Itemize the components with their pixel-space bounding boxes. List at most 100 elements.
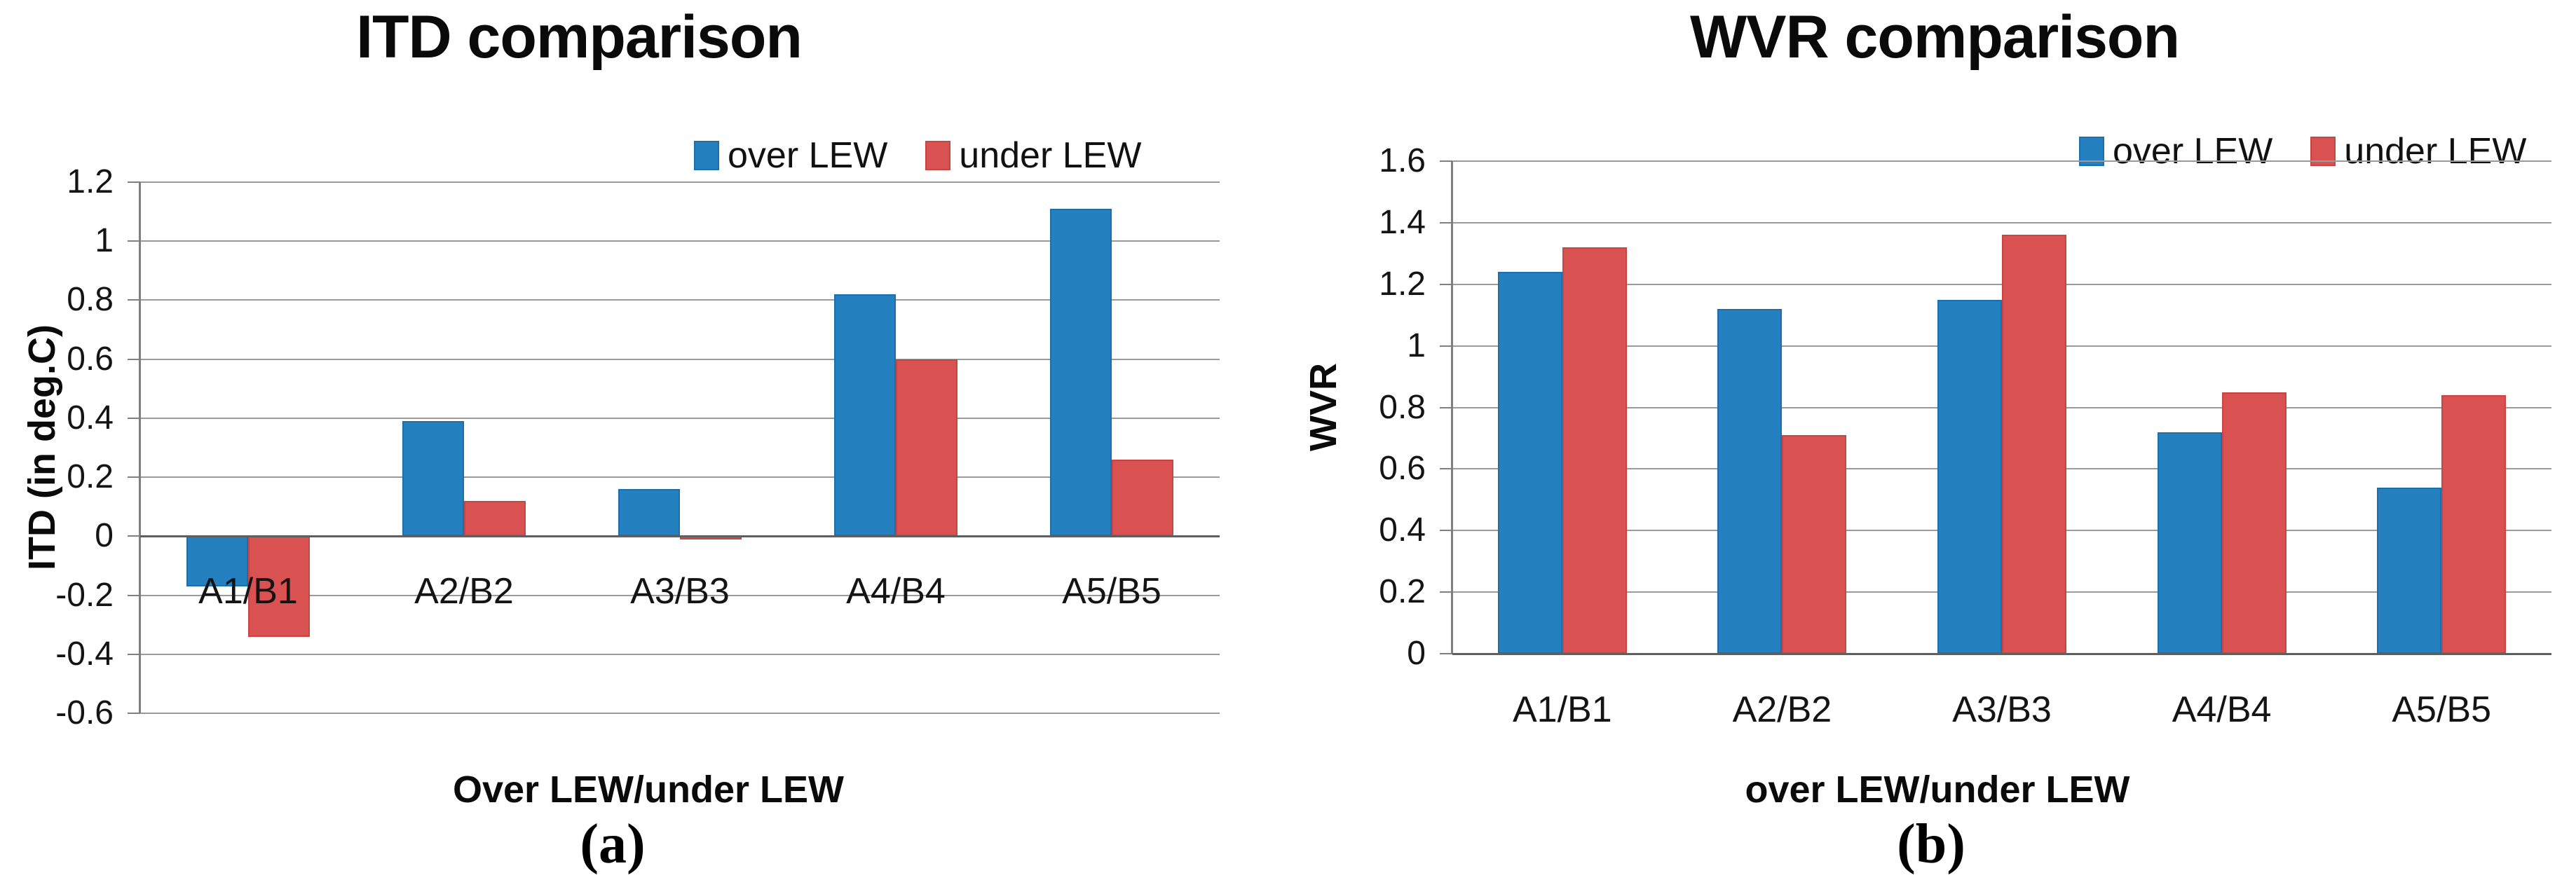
bar-under-lew-a5-b5 [2441, 394, 2507, 654]
chart-panel-a: ITD comparison over LEW under LEW ITD (i… [21, 4, 1220, 875]
tick-label: -0.6 [55, 694, 114, 731]
category-label-a5-b5: A5/B5 [2392, 689, 2492, 730]
bar-over-lew-a4-b4 [834, 294, 896, 537]
x-axis-title-b: over LEW/under LEW [1745, 769, 2130, 811]
bar-under-lew-a1-b1 [248, 536, 310, 637]
tick-label: 0.8 [67, 281, 114, 319]
legend-item-under-lew: under LEW [925, 135, 1141, 177]
category-axis-line [1452, 652, 2551, 655]
tick-mark [128, 594, 140, 596]
gridline [1452, 160, 2551, 162]
tick-label: 0 [95, 517, 114, 555]
legend-label-over-lew: over LEW [2113, 131, 2273, 172]
tick-label: 1 [1407, 326, 1426, 364]
tick-mark [128, 535, 140, 537]
gridline [140, 417, 1220, 419]
tick-mark [128, 181, 140, 183]
bar-under-lew-a2-b2 [1782, 435, 1847, 654]
gridline [140, 299, 1220, 301]
bar-under-lew-a1-b1 [1562, 247, 1627, 654]
tick-label: 0.2 [67, 458, 114, 496]
legend-item-under-lew: under LEW [2310, 130, 2526, 172]
tick-mark [1440, 283, 1452, 285]
tick-mark [128, 299, 140, 301]
bar-over-lew-a2-b2 [402, 421, 464, 537]
tick-mark [1440, 160, 1452, 162]
tick-label: -0.4 [55, 635, 114, 673]
bar-under-lew-a2-b2 [464, 500, 526, 537]
legend-label-under-lew: under LEW [959, 135, 1142, 176]
tick-label: 0.8 [1379, 388, 1426, 426]
bar-over-lew-a1-b1 [1497, 272, 1562, 654]
tick-mark [1440, 221, 1452, 224]
legend-item-over-lew: over LEW [694, 135, 887, 177]
bar-over-lew-a5-b5 [1050, 208, 1112, 537]
chart-panel-b: WVR comparison over LEW under LEW WVR 1.… [1288, 0, 2576, 887]
bar-under-lew-a5-b5 [1112, 459, 1173, 537]
gridline [140, 476, 1220, 479]
panel-label-a: (a) [580, 813, 646, 875]
bar-over-lew-a3-b3 [618, 488, 680, 537]
bar-under-lew-a3-b3 [2002, 235, 2066, 654]
tick-mark [1440, 406, 1452, 408]
category-label-a3-b3: A3/B3 [630, 571, 730, 612]
tick-mark [1440, 530, 1452, 532]
bar-under-lew-a4-b4 [2221, 392, 2287, 654]
chart-title-b: WVR comparison [1690, 4, 2180, 71]
tick-label: 0.4 [1379, 511, 1426, 549]
x-axis-title-a: Over LEW/under LEW [452, 769, 845, 811]
bar-over-lew-a3-b3 [1937, 299, 2002, 654]
category-label-a4-b4: A4/B4 [846, 571, 946, 612]
tick-label: 0.2 [1379, 573, 1426, 611]
gridline [140, 240, 1220, 242]
y-axis-line [1451, 161, 1453, 654]
tick-mark [128, 713, 140, 714]
tick-mark [1440, 468, 1452, 470]
gridline [140, 594, 1220, 596]
tick-label: 1.6 [1379, 142, 1426, 179]
category-label-a2-b2: A2/B2 [1732, 689, 1832, 730]
tick-mark [1440, 653, 1452, 654]
category-label-a5-b5: A5/B5 [1062, 571, 1161, 612]
legend-swatch-under-lew [925, 141, 951, 170]
tick-label: 1.4 [1379, 203, 1426, 241]
plot-area-b: 1.6 1.4 1.2 1 0.8 0.6 0.4 0.2 0 A1/B1 A2/B2 A3/B3 A4… [1379, 142, 2551, 730]
gridline [140, 713, 1220, 714]
bar-over-lew-a5-b5 [2377, 487, 2442, 654]
tick-mark [128, 417, 140, 419]
tick-label: 1.2 [1379, 265, 1426, 303]
tick-mark [128, 240, 140, 242]
plot-area-a: 1.2 1 0.8 0.6 0.4 0.2 0 -0.2 -0.4 -0.6 A1/B1 A2/B2 A… [55, 163, 1220, 731]
tick-label: 1.2 [67, 163, 114, 200]
category-label-a1-b1: A1/B1 [1512, 689, 1612, 730]
legend-label-under-lew: under LEW [2344, 131, 2527, 172]
gridline [1452, 221, 2551, 224]
tick-label: 0.6 [67, 340, 114, 378]
tick-mark [1440, 591, 1452, 593]
panel-label-b: (b) [1897, 813, 1965, 875]
chart-title-a: ITD comparison [356, 4, 803, 71]
legend-label-over-lew: over LEW [728, 135, 888, 176]
tick-label: 0.4 [67, 399, 114, 436]
tick-label: 0.6 [1379, 450, 1426, 488]
bar-under-lew-a4-b4 [896, 359, 958, 537]
tick-mark [128, 476, 140, 479]
category-label-a2-b2: A2/B2 [414, 571, 514, 612]
tick-label: 0 [1407, 635, 1426, 672]
tick-mark [128, 358, 140, 360]
category-label-a3-b3: A3/B3 [1952, 689, 2052, 730]
bar-over-lew-a4-b4 [2157, 432, 2222, 654]
gridline [140, 358, 1220, 360]
tick-mark [128, 653, 140, 655]
tick-mark [1440, 345, 1452, 347]
tick-label: -0.2 [55, 576, 114, 614]
category-label-a1-b1: A1/B1 [198, 571, 298, 612]
tick-label: 1 [95, 222, 114, 260]
gridline [140, 653, 1220, 655]
gridline [140, 181, 1220, 183]
y-axis-line [139, 182, 141, 713]
legend-a: over LEW under LEW [694, 135, 1141, 177]
category-axis-line [140, 535, 1220, 537]
category-label-a4-b4: A4/B4 [2172, 689, 2272, 730]
